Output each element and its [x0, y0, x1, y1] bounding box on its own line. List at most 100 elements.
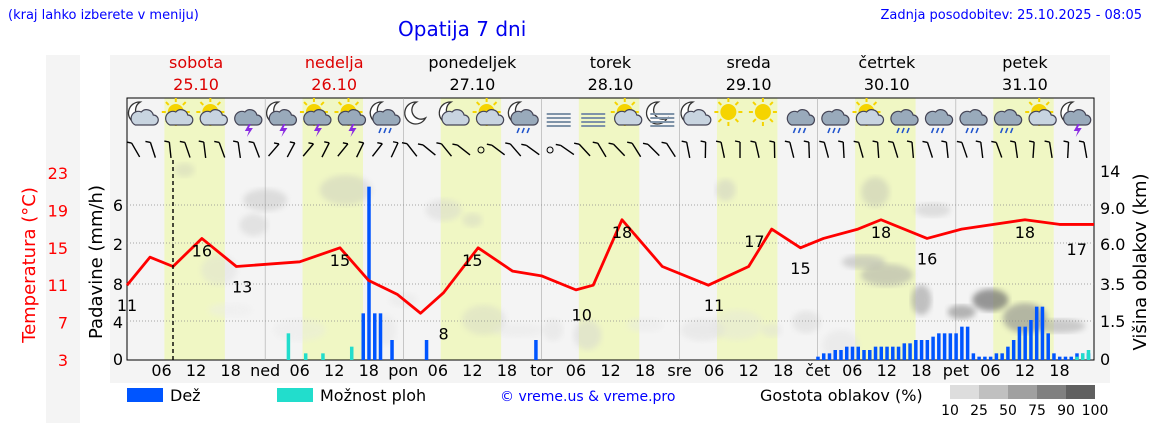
rain-bar	[839, 350, 843, 360]
left-axis-panel	[46, 55, 80, 423]
cloud-blob	[319, 175, 372, 205]
wind-barb-flag	[401, 142, 408, 145]
moon-cloud-icon	[438, 101, 470, 126]
rain-bar	[971, 353, 976, 360]
wind-barb-flag	[555, 143, 561, 147]
temperature-label: 15	[330, 251, 350, 270]
x-tick-label: 18	[220, 361, 240, 380]
page-title: Opatija 7 dni	[398, 17, 527, 41]
cloud-blob	[208, 303, 253, 317]
cloud-rain-icon	[786, 109, 815, 134]
wind-barb	[1014, 141, 1019, 159]
wind-barb	[406, 143, 418, 157]
rain-bar	[977, 356, 981, 360]
wind-barb-flag	[887, 140, 894, 144]
x-tick-label: 18	[635, 361, 655, 380]
day-name: nedelja	[305, 53, 364, 72]
rain-bar	[954, 333, 958, 360]
possible-rain-bar	[1080, 353, 1085, 360]
wind-barb-flag	[289, 141, 295, 144]
sun-cloud-icon	[161, 98, 194, 126]
wind-barbs	[126, 140, 1088, 159]
rain-bar	[378, 313, 383, 360]
temperature-label: 15	[462, 251, 482, 270]
temperature-label: 16	[192, 241, 212, 260]
wind-barb-flag	[232, 140, 239, 143]
wind-barb-flag	[1078, 140, 1085, 143]
rain-bar	[1069, 356, 1073, 360]
cloud-blob	[425, 199, 462, 221]
credit-link[interactable]: © vreme.us & vreme.pro	[500, 389, 675, 405]
cloud-rain-icon	[993, 109, 1023, 134]
rain-bar	[931, 336, 935, 360]
wind-barb-flag	[574, 142, 580, 145]
day-date: 29.10	[726, 75, 772, 94]
rain-bar	[850, 346, 855, 360]
wind-barb	[390, 142, 399, 158]
wind-barb	[876, 141, 880, 159]
rain-bar	[988, 356, 993, 360]
x-tick-label: tor	[530, 361, 553, 380]
wind-calm-marker	[546, 146, 554, 154]
x-tick-label: 12	[877, 361, 897, 380]
wind-barb	[491, 144, 506, 156]
rain-bar	[856, 346, 861, 360]
x-tick-label: pon	[388, 361, 418, 380]
temperature-label: 16	[917, 249, 937, 268]
precipitation-tick: 6	[113, 196, 123, 215]
x-tick-label: sre	[667, 361, 691, 380]
wind-barb-flag	[956, 140, 963, 144]
wind-barb-flag	[273, 142, 280, 145]
rain-bar	[994, 353, 999, 360]
wind-barb	[149, 142, 157, 158]
rain-bar	[844, 346, 849, 360]
wind-barb-flag	[392, 141, 399, 144]
rain-bar	[827, 353, 832, 360]
last-update: Zadnja posodobitev: 25.10.2025 - 08:05	[880, 8, 1142, 23]
sun-icon	[748, 98, 777, 126]
wind-barb	[808, 141, 811, 159]
wind-barb-flag	[819, 140, 825, 143]
wind-barb-flag	[872, 140, 878, 143]
rain-bar	[885, 346, 889, 360]
wind-barb-flag	[1028, 140, 1035, 143]
cloud-height-tick: 3.5	[1100, 275, 1125, 294]
cloud-blob	[239, 214, 268, 236]
precipitation-tick: 2	[113, 235, 123, 254]
rain-legend-swatch	[127, 388, 163, 402]
moon-fog-icon	[645, 101, 675, 127]
wind-barb-flag	[1010, 140, 1016, 143]
rain-bar	[937, 333, 941, 360]
cloud-blob	[573, 320, 602, 350]
wind-barb	[456, 144, 471, 156]
rain-bar	[373, 313, 377, 360]
possible-rain-bar	[1086, 350, 1091, 360]
location-hint[interactable]: (kraj lahko izberete v meniju)	[8, 8, 199, 23]
day-date: 25.10	[173, 75, 219, 94]
x-tick-label: ned	[250, 361, 280, 380]
x-tick-label: pet	[943, 361, 969, 380]
wind-barb-flag	[784, 140, 791, 143]
wind-barb-flag	[486, 143, 493, 146]
wind-barb	[858, 142, 864, 158]
wind-barb-flag	[661, 141, 667, 144]
wind-barb	[286, 142, 296, 158]
wind-barb-flag	[1044, 140, 1050, 143]
wind-barb	[218, 142, 226, 158]
wind-barb	[911, 141, 915, 159]
cloud-density-swatch	[979, 385, 1008, 399]
possible-rain-bar	[349, 346, 354, 360]
rain-bar	[902, 343, 907, 360]
thunder-cloud-icon	[234, 109, 263, 137]
wind-barb-flag	[521, 143, 527, 146]
temperature-line	[125, 218, 1094, 315]
day-name: četrtek	[858, 53, 916, 72]
day-headers: sobota 25.10 nedelja 26.10 ponedeljek 27.10 to…	[169, 53, 1048, 94]
x-tick-label: 06	[842, 361, 862, 380]
wind-barb-flag	[592, 141, 598, 144]
wind-barb	[237, 141, 242, 159]
rain-bar	[908, 343, 912, 360]
wind-barb	[203, 141, 207, 159]
wind-barb-flag	[608, 142, 614, 145]
